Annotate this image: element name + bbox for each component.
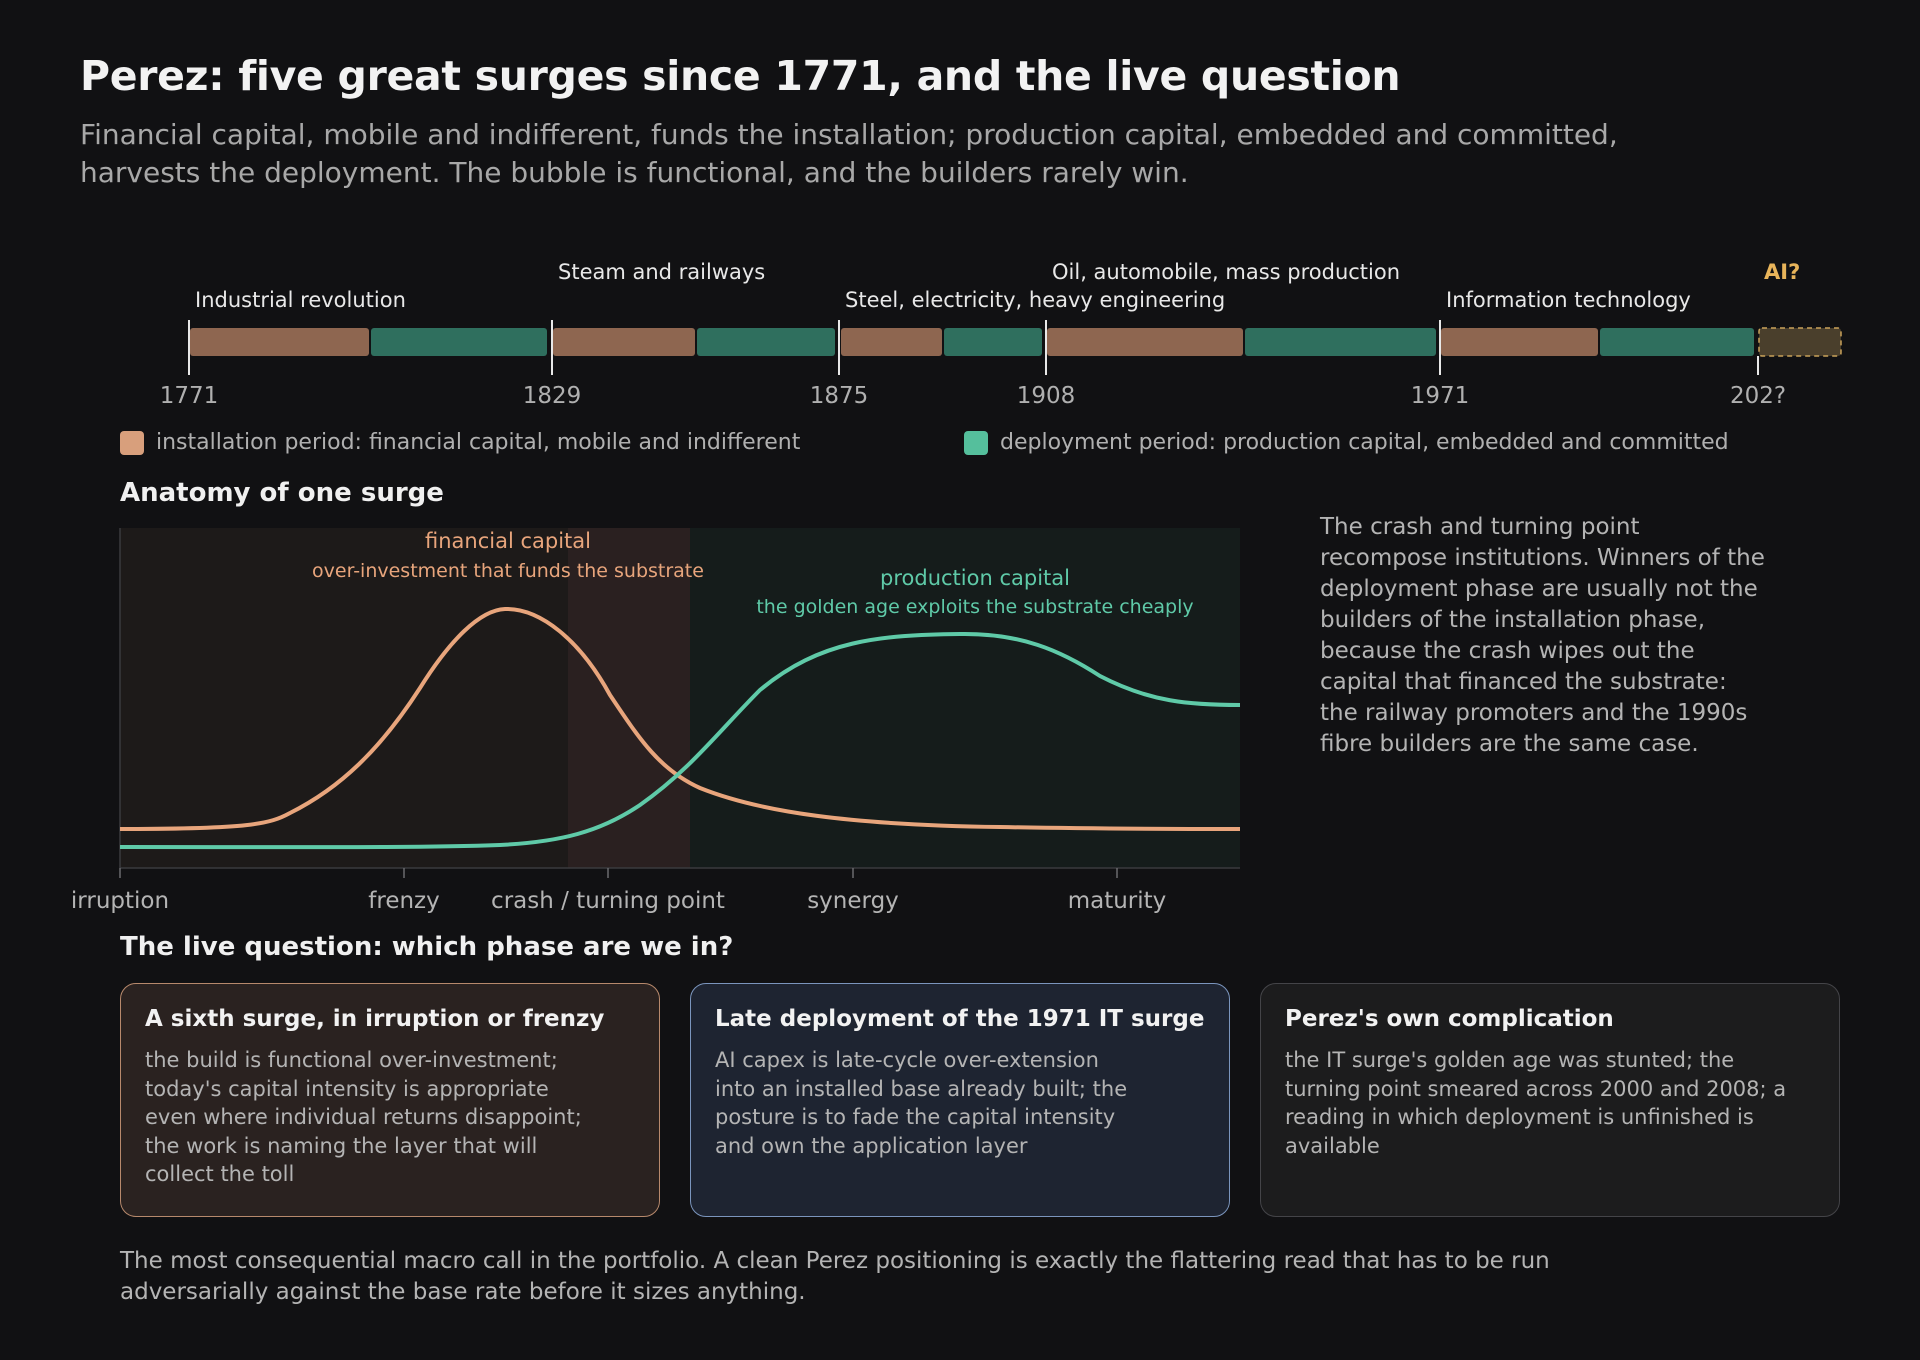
- page-title: Perez: five great surges since 1771, and…: [80, 52, 1401, 100]
- surge-year-4: 1908: [1017, 383, 1076, 409]
- financial-capital-curve: [119, 606, 1241, 831]
- deployment-bar-5: [1600, 328, 1754, 356]
- footer-note: The most consequential macro call in the…: [120, 1248, 1550, 1305]
- deployment-swatch: [964, 430, 988, 455]
- deployment-bar-4: [1245, 328, 1436, 356]
- future-surge-year: 202?: [1730, 383, 1786, 409]
- scenario-card-complication: Perez's own complication the IT surge's …: [1260, 983, 1840, 1217]
- surge-name-4: Oil, automobile, mass production: [1052, 260, 1400, 284]
- installation-swatch: [120, 430, 144, 455]
- card-title: Late deployment of the 1971 IT surge: [715, 1006, 1205, 1032]
- surge-year-2: 1829: [523, 383, 582, 409]
- card-body: the IT surge's golden age was stunted; t…: [1285, 1048, 1787, 1158]
- installation-bar-4: [1047, 328, 1243, 356]
- anatomy-note: The crash and turning point recompose in…: [1320, 514, 1765, 757]
- legend-deployment: deployment period: production capital, e…: [964, 430, 1729, 455]
- anatomy-diagram: financial capital over-investment that f…: [71, 528, 1241, 914]
- scenario-card-sixth-surge: A sixth surge, in irruption or frenzy th…: [120, 983, 660, 1217]
- page-subtitle: Financial capital, mobile and indifferen…: [80, 118, 1618, 189]
- installation-bar-1: [190, 328, 369, 356]
- phase-label-irruption: irruption: [71, 888, 169, 914]
- phase-label-frenzy: frenzy: [368, 888, 439, 914]
- installation-bar-2: [553, 328, 695, 356]
- deployment-bar-1: [371, 328, 547, 356]
- surge-year-3: 1875: [810, 383, 869, 409]
- phase-label-synergy: synergy: [807, 888, 899, 914]
- card-body: AI capex is late-cycle over-extension in…: [715, 1048, 1128, 1158]
- deployment-bar-2: [697, 328, 835, 356]
- legend-installation: installation period: financial capital, …: [120, 430, 800, 455]
- installation-bar-3: [841, 328, 942, 356]
- financial-capital-label: financial capital: [425, 529, 591, 553]
- card-title: Perez's own complication: [1285, 1006, 1614, 1032]
- production-capital-sublabel: the golden age exploits the substrate ch…: [756, 596, 1193, 618]
- scenario-card-late-deployment: Late deployment of the 1971 IT surge AI …: [690, 983, 1230, 1217]
- card-body: the build is functional over-investment;…: [145, 1048, 582, 1186]
- surge-name-2: Steam and railways: [558, 260, 765, 284]
- surge-name-3: Steel, electricity, heavy engineering: [845, 288, 1225, 312]
- phase-label-crash: crash / turning point: [491, 888, 725, 914]
- surge-name-1: Industrial revolution: [195, 288, 406, 312]
- installation-bar-5: [1441, 328, 1598, 356]
- production-capital-curve: [119, 631, 1241, 850]
- question-heading: The live question: which phase are we in…: [120, 932, 734, 962]
- future-surge-bar: [1758, 327, 1842, 357]
- surge-year-5: 1971: [1411, 383, 1470, 409]
- surge-name-5: Information technology: [1446, 288, 1691, 312]
- legend-deployment-label: deployment period: production capital, e…: [1000, 430, 1729, 455]
- production-capital-label: production capital: [880, 566, 1070, 590]
- legend-installation-label: installation period: financial capital, …: [156, 430, 801, 455]
- card-title: A sixth surge, in irruption or frenzy: [145, 1006, 605, 1032]
- anatomy-heading: Anatomy of one surge: [120, 478, 444, 508]
- surge-timeline: Industrial revolution 1771 Steam and rai…: [160, 260, 1842, 409]
- surge-year-1: 1771: [160, 383, 219, 409]
- future-surge-name: AI?: [1764, 260, 1800, 284]
- deployment-bar-3: [944, 328, 1042, 356]
- installation-zone: [120, 528, 568, 868]
- phase-label-maturity: maturity: [1068, 888, 1167, 914]
- financial-capital-sublabel: over-investment that funds the substrate: [312, 560, 704, 582]
